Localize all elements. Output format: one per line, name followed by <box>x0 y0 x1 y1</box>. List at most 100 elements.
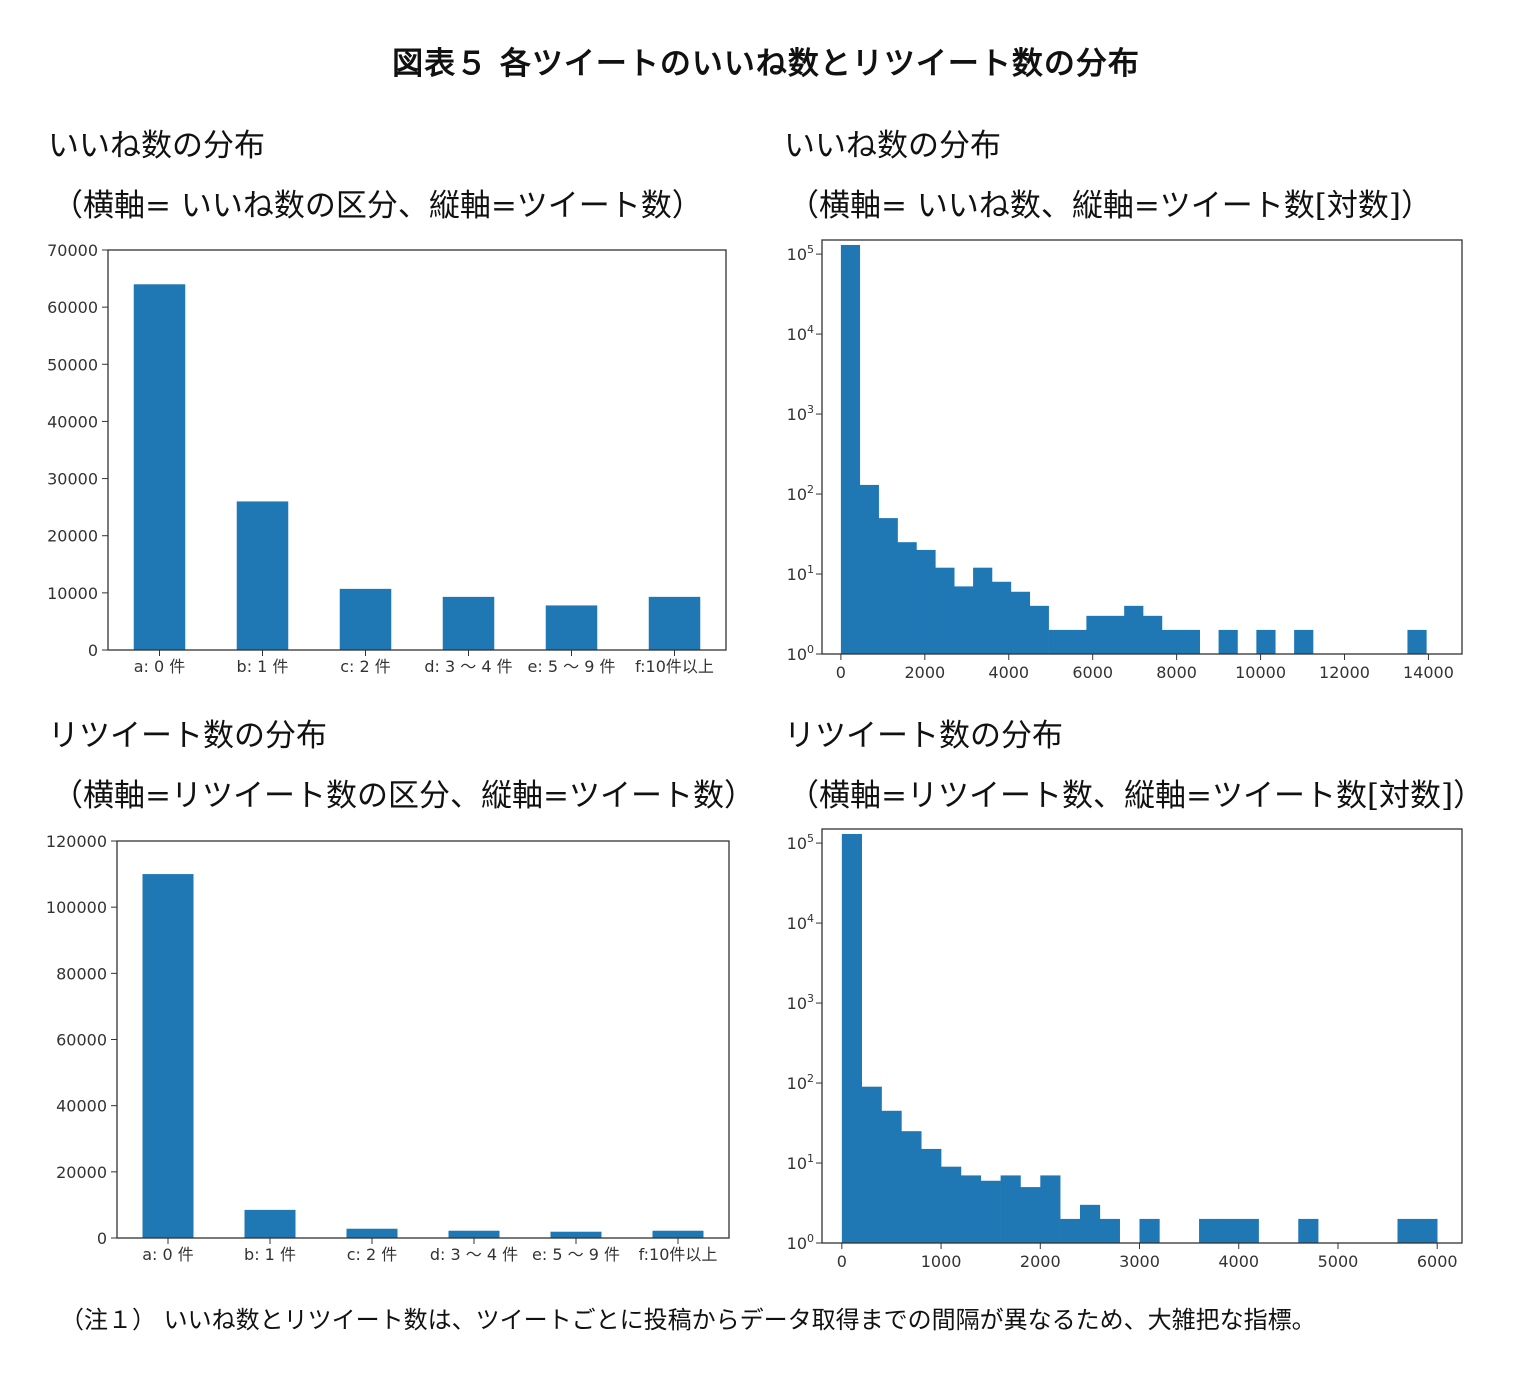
retweet-category-title: リツイート数の分布 <box>48 718 327 754</box>
y-tick-label: 103 <box>787 403 814 424</box>
hist-bar-14 <box>1099 1218 1120 1243</box>
likes-category-chart: 0 10000 20000 30000 40000 50000 60000 70000 a: 0… <box>47 241 727 676</box>
hist-bar-4 <box>897 542 917 654</box>
hist-bar-20 <box>1218 1218 1240 1243</box>
hist-bar-10 <box>1020 1187 1041 1243</box>
x-tick-label: c: 2 件 <box>340 657 391 676</box>
y-tick-label: 50000 <box>47 355 98 374</box>
hist-bar-10 <box>1010 591 1031 654</box>
hist-bar-31 <box>1407 629 1427 654</box>
x-tick-label: 1000 <box>921 1252 962 1271</box>
y-tick-label: 105 <box>787 832 814 853</box>
bar-5 <box>550 1231 602 1238</box>
x-tick-label: 0 <box>837 1252 847 1271</box>
x-tick-label: 2000 <box>904 663 945 682</box>
likes-category-subtitle: （横軸= いいね数の区分、縦軸=ツイート数） <box>52 188 703 224</box>
x-tick-label: 12000 <box>1319 663 1370 682</box>
x-tick-label: f:10件以上 <box>639 1245 718 1264</box>
y-tick-label: 104 <box>787 912 814 933</box>
x-tick-label: a: 0 件 <box>142 1245 194 1264</box>
x-tick-label: 6000 <box>1417 1252 1458 1271</box>
hist-bar-2 <box>859 484 879 654</box>
hist-bar-1 <box>841 833 862 1243</box>
hist-bar-7 <box>954 586 974 654</box>
retweet-category-subtitle: （横軸=リツイート数の区分、縦軸=ツイート数） <box>52 778 755 814</box>
bar-3 <box>346 1228 398 1238</box>
x-tick-label: 2000 <box>1020 1252 1061 1271</box>
likes-category-title: いいね数の分布 <box>48 128 265 164</box>
plot-frame <box>821 239 1463 655</box>
x-tick-label: d: 3 ～ 4 件 <box>424 657 512 676</box>
retweet-histogram-subtitle: （横軸=リツイート数、縦軸=ツイート数[対数]） <box>788 778 1485 814</box>
hist-bar-11 <box>1029 605 1049 654</box>
hist-bar-3 <box>878 518 898 654</box>
likes-histogram-subtitle: （横軸= いいね数、縦軸=ツイート数[対数]） <box>788 188 1432 224</box>
x-tick-label: 6000 <box>1072 663 1113 682</box>
plot-frame <box>821 828 1463 1244</box>
y-tick-label: 120000 <box>46 832 107 851</box>
hist-bar-7 <box>960 1175 982 1243</box>
retweet-histogram-chart: 100 101 102 103 104 105 0 1000 2000 3000 4000 5000 6… <box>787 828 1463 1271</box>
hist-bar-3 <box>881 1110 902 1243</box>
y-tick-label: 100000 <box>46 898 107 917</box>
y-tick-label: 100 <box>787 643 814 664</box>
x-tick-label: b: 1 件 <box>237 657 289 676</box>
y-tick-label: 100 <box>787 1232 814 1253</box>
x-tick-label: 3000 <box>1119 1252 1160 1271</box>
hist-bar-13 <box>1067 629 1087 654</box>
bar-5 <box>545 605 598 650</box>
bar-3 <box>339 588 392 650</box>
y-tick-label: 30000 <box>47 470 98 489</box>
hist-bar-13 <box>1079 1204 1101 1243</box>
footnote: （注１） いいね数とリツイート数は、ツイートごとに投稿からデータ取得までの間隔が… <box>60 1306 1316 1334</box>
y-tick-label: 70000 <box>47 241 98 260</box>
hist-bar-6 <box>941 1166 962 1243</box>
hist-bar-24 <box>1298 1218 1319 1243</box>
bar-1 <box>133 284 186 650</box>
bar-6 <box>648 596 701 650</box>
hist-bar-15 <box>1105 615 1125 654</box>
hist-bar-8 <box>980 1180 1001 1243</box>
x-tick-label: e: 5 ～ 9 件 <box>528 657 616 676</box>
hist-bar-12 <box>1048 629 1068 654</box>
bar-2 <box>236 501 289 650</box>
hist-bar-4 <box>901 1131 922 1243</box>
y-tick-label: 20000 <box>47 527 98 546</box>
y-tick-label: 40000 <box>47 412 98 431</box>
hist-bar-12 <box>1060 1218 1081 1243</box>
x-tick-label: d: 3 ～ 4 件 <box>430 1245 518 1264</box>
plot-frame <box>107 249 727 651</box>
y-tick-label: 102 <box>787 1072 814 1093</box>
x-tick-label: 0 <box>836 663 846 682</box>
y-tick-label: 102 <box>787 483 814 504</box>
x-tick-label: 10000 <box>1235 663 1286 682</box>
hist-bar-21 <box>1218 629 1238 654</box>
hist-bar-18 <box>1161 629 1182 654</box>
bar-4 <box>448 1230 500 1238</box>
y-tick-label: 0 <box>88 641 98 660</box>
hist-bar-19 <box>1180 629 1201 654</box>
hist-bar-16 <box>1124 605 1144 654</box>
hist-bar-19 <box>1199 1218 1220 1243</box>
likes-histogram-chart: 100 101 102 103 104 105 0 2000 4000 6000 8000 10000… <box>787 239 1463 682</box>
y-tick-label: 101 <box>787 563 814 584</box>
y-tick-label: 104 <box>787 323 814 344</box>
hist-bar-25 <box>1294 629 1314 654</box>
hist-bar-9 <box>991 581 1012 654</box>
plot-frame <box>116 840 730 1239</box>
hist-bar-14 <box>1086 615 1106 654</box>
bar-6 <box>652 1230 704 1238</box>
hist-bar-11 <box>1040 1175 1061 1243</box>
likes-histogram-title: いいね数の分布 <box>784 128 1001 164</box>
hist-bar-30 <box>1417 1218 1438 1243</box>
y-tick-label: 105 <box>787 243 814 264</box>
bar-1 <box>142 874 194 1238</box>
x-tick-label: 8000 <box>1156 663 1197 682</box>
figure-title: 図表５ 各ツイートのいいね数とリツイート数の分布 <box>392 46 1140 82</box>
y-tick-label: 40000 <box>56 1097 107 1116</box>
hist-bar-1 <box>840 244 861 655</box>
x-tick-label: 5000 <box>1318 1252 1359 1271</box>
x-tick-label: f:10件以上 <box>635 657 714 676</box>
hist-bar-9 <box>1000 1175 1021 1243</box>
retweet-category-chart: 0 20000 40000 60000 80000 100000 120000 a: 0 件 b… <box>46 832 730 1264</box>
